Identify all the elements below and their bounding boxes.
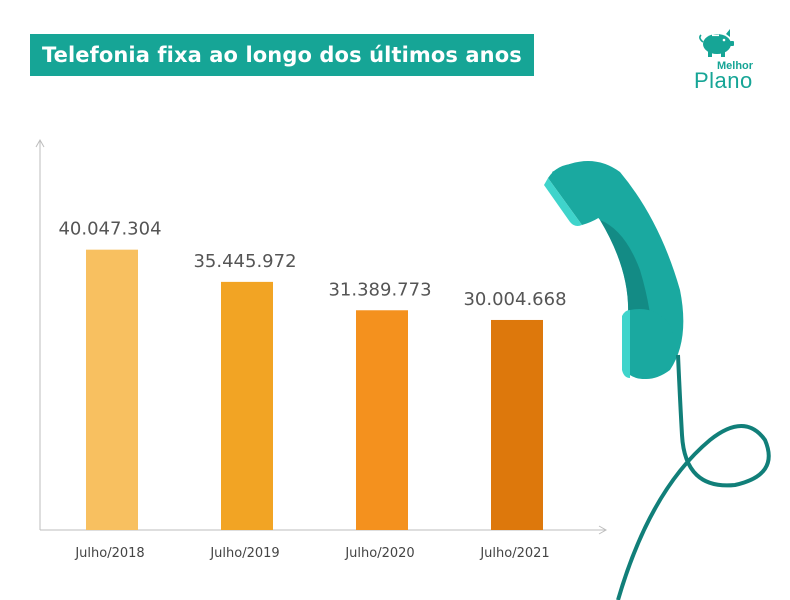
bar-julho-2020 xyxy=(356,310,408,530)
logo-text-bottom: Plano xyxy=(694,68,753,93)
x-axis-arrow xyxy=(598,525,608,535)
value-label: 31.389.773 xyxy=(328,279,431,300)
x-tick-label: Julho/2018 xyxy=(74,546,144,561)
value-label: 35.445.972 xyxy=(193,251,296,272)
telephone-handset-icon xyxy=(544,161,771,600)
value-label: 40.047.304 xyxy=(58,219,161,240)
value-labels-group: 40.047.304 35.445.972 31.389.773 30.004.668 xyxy=(58,219,566,310)
value-label: 30.004.668 xyxy=(463,289,566,310)
x-tick-label: Julho/2019 xyxy=(209,546,279,561)
bar-julho-2019 xyxy=(221,281,273,530)
tick-labels-group: Julho/2018 Julho/2019 Julho/2020 Julho/2021 xyxy=(74,546,549,561)
bars-group xyxy=(86,249,543,530)
bar-julho-2018 xyxy=(86,249,138,530)
brand-logo: Melhor Plano xyxy=(690,26,770,93)
bar-julho-2021 xyxy=(491,319,543,530)
x-tick-label: Julho/2020 xyxy=(344,546,414,561)
piggy-bank-icon xyxy=(699,29,734,57)
logo-text-top: Melhor xyxy=(717,60,754,72)
y-axis-arrow xyxy=(35,138,45,148)
chart-title: Telefonia fixa ao longo dos últimos anos xyxy=(30,34,534,76)
x-tick-label: Julho/2021 xyxy=(479,546,549,561)
